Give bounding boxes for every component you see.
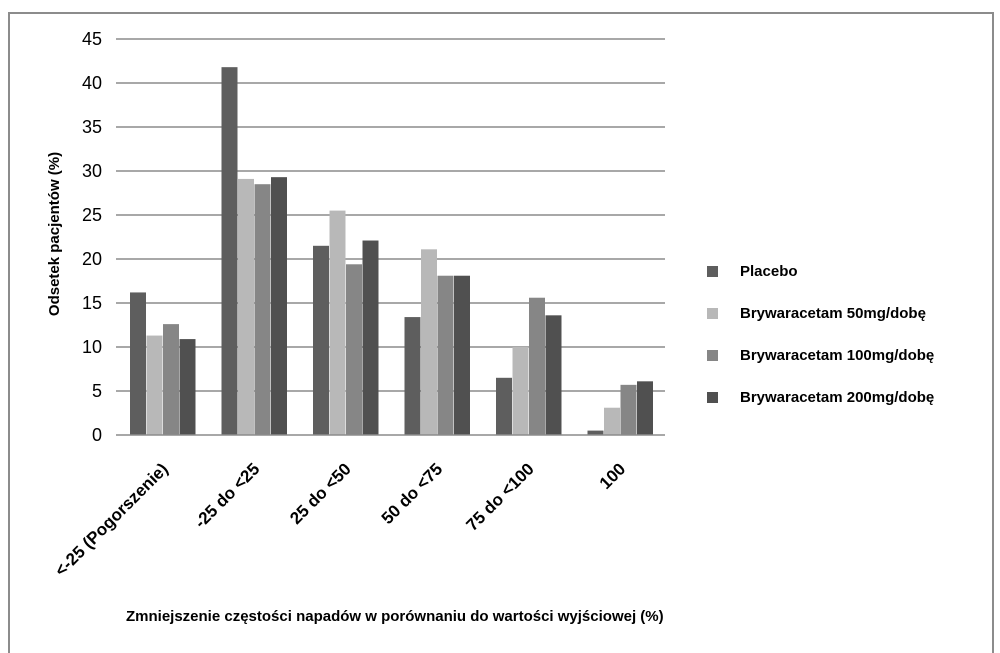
y-tick-label: 0	[92, 425, 102, 445]
legend-label-4: Brywaracetam 200mg/dobę	[740, 389, 934, 406]
bar-1-2	[221, 67, 238, 435]
bar-4-1	[179, 339, 196, 435]
y-axis-ticks: 0 5 10 15 20 25 30 35 40 45	[82, 29, 102, 445]
y-tick-label: 45	[82, 29, 102, 49]
y-axis-label: Odsetek pacjentów (%)	[46, 152, 63, 316]
bar-1-5	[496, 377, 512, 435]
x-tick-label: 50 do <75	[378, 459, 447, 528]
x-axis-ticks: <-25 (Pogorszenie) -25 do <25 25 do <50 50 …	[51, 459, 629, 580]
y-tick-label: 10	[82, 337, 102, 357]
bar-2-2	[238, 178, 254, 436]
bar-4-3	[362, 240, 379, 435]
x-tick-label: 75 do <100	[463, 459, 538, 534]
legend-label-2: Brywaracetam 50mg/dobę	[740, 305, 926, 322]
legend-label-3: Brywaracetam 100mg/dobę	[740, 347, 934, 364]
y-tick-label: 30	[82, 161, 102, 181]
bar-4-5	[545, 315, 562, 435]
x-axis-label: Zmniejszenie częstości napadów w porówna…	[126, 608, 664, 625]
bar-2-4	[421, 249, 437, 435]
bar-2-3	[329, 210, 346, 435]
bars	[130, 67, 653, 436]
bar-1-4	[404, 317, 421, 435]
chart-frame	[8, 12, 994, 653]
bar-1-3	[313, 245, 329, 435]
bar-1-1	[130, 292, 146, 435]
y-tick-label: 5	[92, 381, 102, 401]
bar-2-5	[512, 347, 529, 435]
bar-1-6	[587, 430, 604, 435]
bar-4-2	[271, 177, 287, 435]
x-tick-label: 100	[596, 459, 629, 492]
legend-swatch-1	[707, 266, 718, 277]
y-tick-label: 20	[82, 249, 102, 269]
bar-3-4	[437, 275, 454, 435]
y-tick-label: 25	[82, 205, 102, 225]
legend-swatch-2	[707, 308, 718, 319]
bar-3-3	[346, 264, 362, 435]
bar-4-4	[454, 275, 470, 435]
y-tick-label: 15	[82, 293, 102, 313]
legend-swatch-3	[707, 350, 718, 361]
bar-2-1	[146, 335, 163, 435]
legend-swatch-4	[707, 392, 718, 403]
bar-3-2	[254, 184, 271, 435]
gridlines	[116, 38, 665, 392]
bar-3-5	[529, 297, 545, 435]
bar-2-6	[604, 407, 620, 435]
bar-3-1	[163, 324, 179, 435]
bar-4-6	[637, 381, 653, 435]
x-tick-label: <-25 (Pogorszenie)	[51, 459, 172, 580]
y-tick-label: 35	[82, 117, 102, 137]
x-tick-label: 25 do <50	[286, 459, 355, 528]
legend-label-1: Placebo	[740, 263, 798, 280]
y-tick-label: 40	[82, 73, 102, 93]
x-tick-label: -25 do <25	[191, 459, 264, 532]
bar-3-6	[620, 384, 637, 435]
legend: Placebo Brywaracetam 50mg/dobę Brywaraceta…	[707, 263, 934, 406]
